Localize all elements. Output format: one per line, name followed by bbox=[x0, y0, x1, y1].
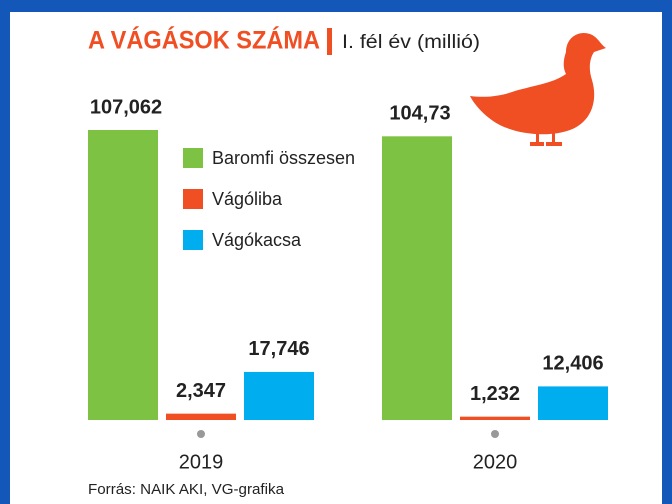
legend-swatch bbox=[183, 189, 203, 209]
legend-label: Baromfi összesen bbox=[212, 148, 355, 168]
value-label: 104,73 bbox=[389, 103, 450, 125]
bar bbox=[460, 416, 530, 420]
legend-label: Vágóliba bbox=[212, 189, 283, 209]
value-label: 107,062 bbox=[90, 96, 162, 118]
source-note: Forrás: NAIK AKI, VG-grafika bbox=[88, 481, 285, 498]
chart-subtitle: I. fél év (millió) bbox=[342, 32, 480, 53]
legend-label: Vágókacsa bbox=[212, 230, 302, 250]
legend-swatch bbox=[183, 230, 203, 250]
bar bbox=[538, 386, 608, 420]
value-label: 2,347 bbox=[176, 380, 226, 402]
legend-swatch bbox=[183, 148, 203, 168]
bar bbox=[382, 136, 452, 420]
duck-icon bbox=[470, 32, 606, 146]
chart-title: A VÁGÁSOK SZÁMA bbox=[88, 26, 320, 55]
category-dot bbox=[491, 430, 499, 438]
value-label: 17,746 bbox=[248, 338, 309, 360]
bar bbox=[166, 413, 236, 420]
title-separator bbox=[327, 28, 332, 55]
category-dot bbox=[197, 430, 205, 438]
value-label: 12,406 bbox=[542, 353, 603, 375]
value-label: 1,232 bbox=[470, 383, 520, 405]
bar bbox=[88, 130, 158, 420]
x-tick-label: 2020 bbox=[473, 451, 518, 473]
x-tick-label: 2019 bbox=[179, 451, 224, 473]
bar bbox=[244, 371, 314, 420]
